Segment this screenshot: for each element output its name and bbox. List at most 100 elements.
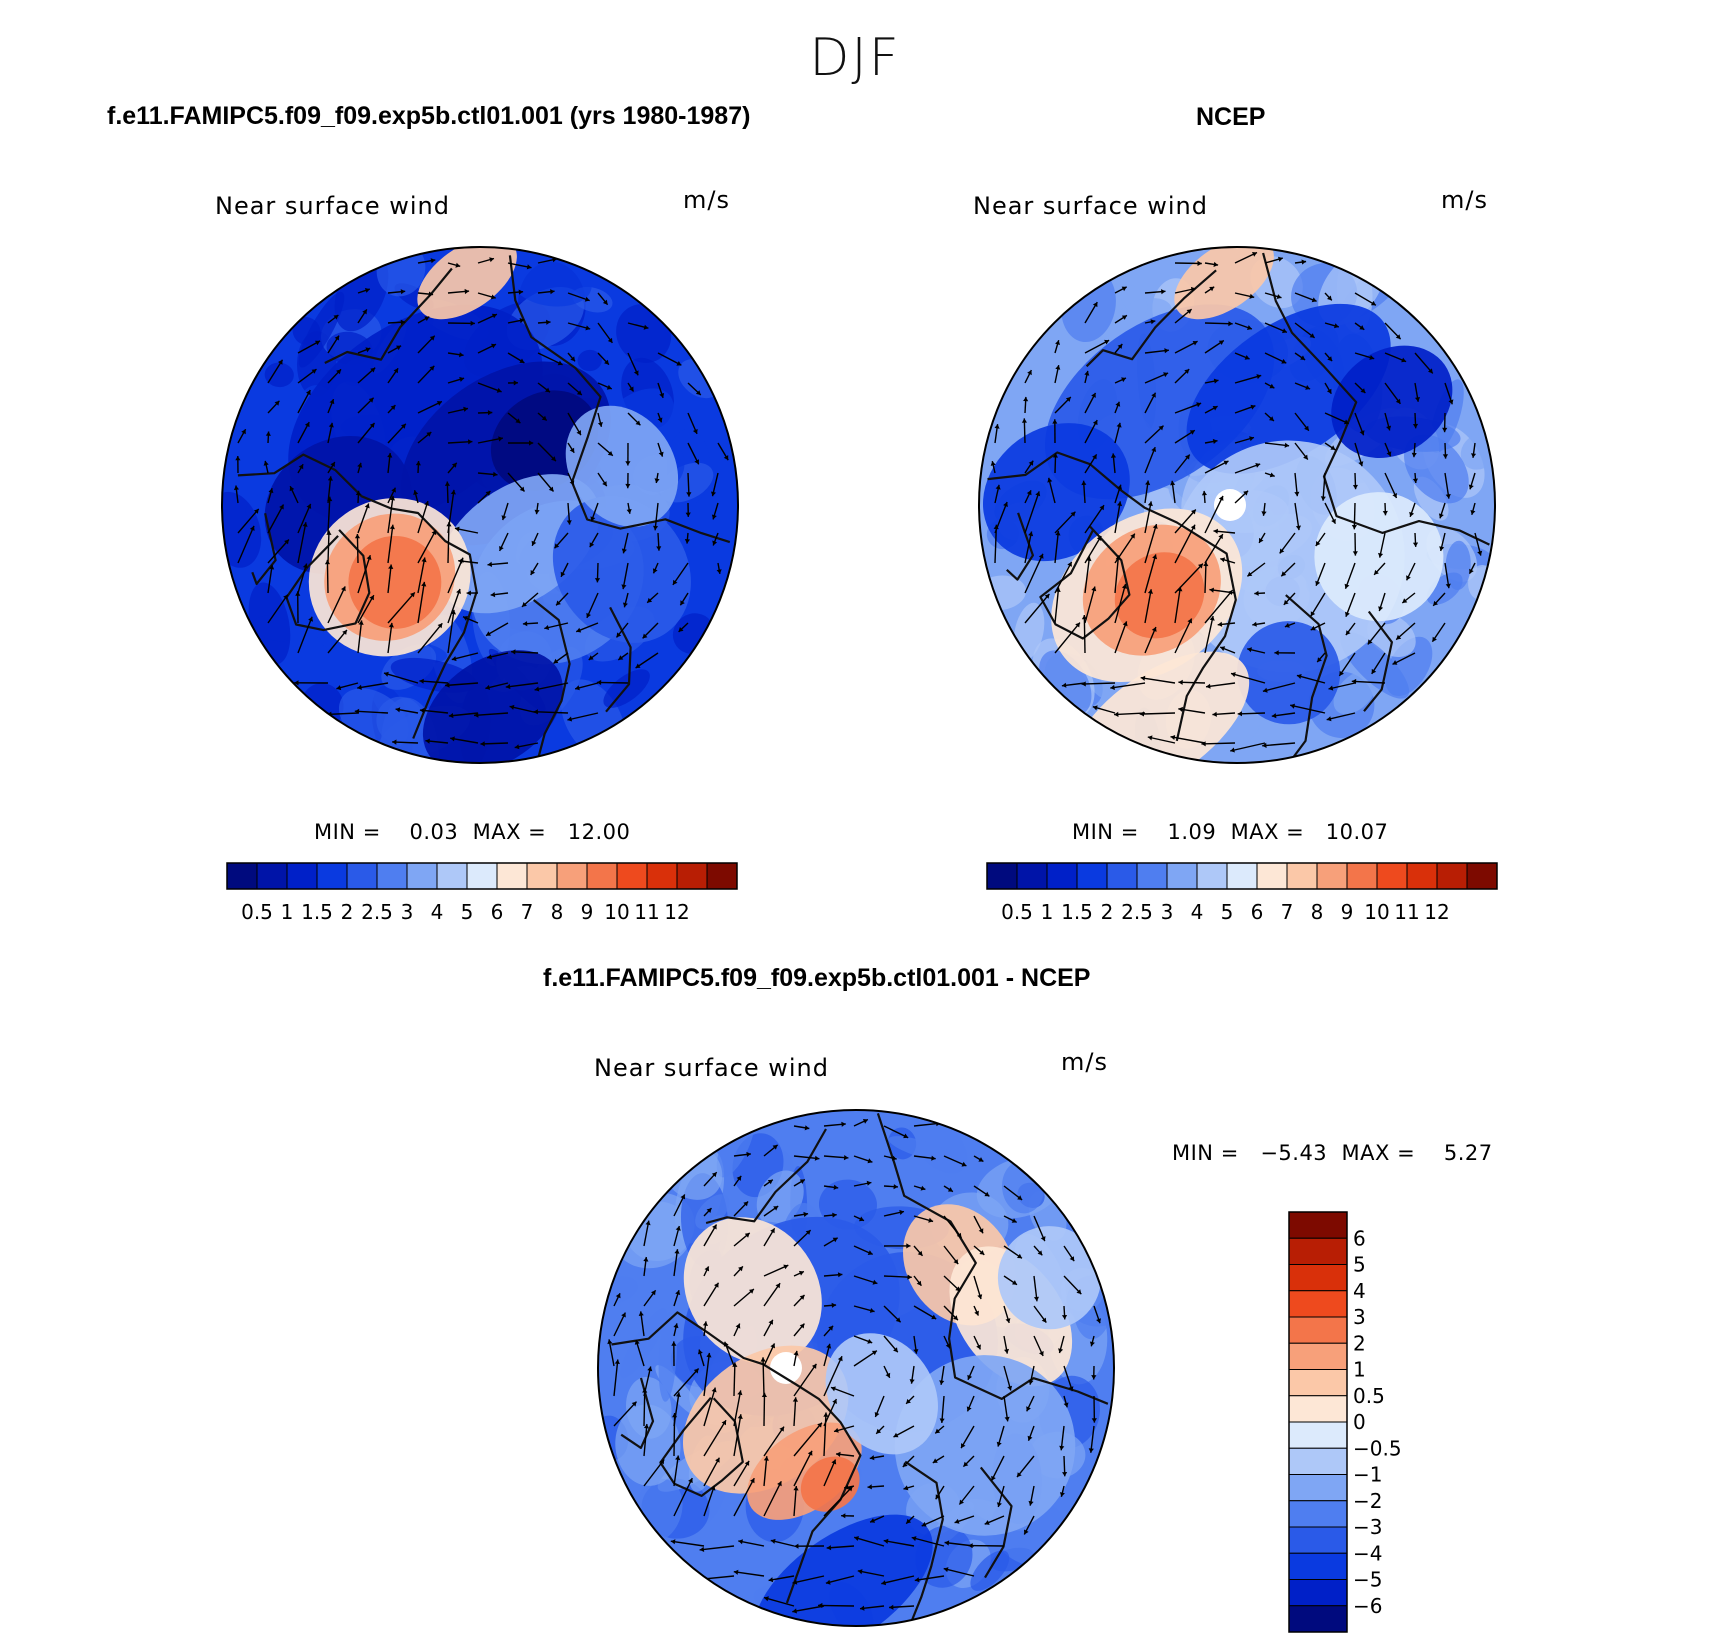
colorbar-tick: 12 — [664, 900, 689, 924]
map-border-obs — [978, 246, 1496, 764]
colorbar-swatch — [1288, 1579, 1348, 1607]
colorbar-tick: 6 — [491, 900, 504, 924]
units-obs: m/s — [1441, 186, 1488, 214]
colorbar-swatch — [1288, 1526, 1348, 1554]
colorbar-swatch — [1466, 862, 1498, 890]
colorbar-swatch — [1046, 862, 1078, 890]
colorbar-swatch — [1016, 862, 1048, 890]
colorbar-tick: 4 — [1191, 900, 1204, 924]
colorbar-tick: 1.5 — [301, 900, 333, 924]
stats-obs: MIN = 1.09 MAX = 10.07 — [1072, 820, 1389, 844]
colorbar-tick: −0.5 — [1353, 1436, 1402, 1460]
colorbar-tick: 6 — [1353, 1226, 1366, 1250]
colorbar-tick: 2 — [1101, 900, 1114, 924]
stats-model: MIN = 0.03 MAX = 12.00 — [314, 820, 631, 844]
colorbar-tick: 5 — [461, 900, 474, 924]
colorbar-swatch — [346, 862, 378, 890]
colorbar-tick: −6 — [1353, 1594, 1382, 1618]
colorbar-tick: 10 — [604, 900, 629, 924]
colorbar-swatch — [436, 862, 468, 890]
colorbar-swatch — [256, 862, 288, 890]
units-model: m/s — [683, 186, 730, 214]
colorbar-tick: −5 — [1353, 1568, 1382, 1592]
map-border-diff — [597, 1109, 1115, 1627]
colorbar-tick: −2 — [1353, 1489, 1382, 1513]
panel-title-model: f.e11.FAMIPC5.f09_f09.exp5b.ctl01.001 (y… — [107, 102, 751, 130]
colorbar-swatch — [1288, 1237, 1348, 1265]
colorbar-tick: 1 — [1353, 1358, 1366, 1382]
colorbar-tick: 0.5 — [241, 900, 273, 924]
colorbar-swatch — [1346, 862, 1378, 890]
colorbar-swatch — [1288, 1316, 1348, 1344]
colorbar-swatch — [676, 862, 708, 890]
colorbar-tick: 2.5 — [361, 900, 393, 924]
colorbar-model: 0.5 1 1.5 2 2.5 3 4 5 6 7 8 9 10 11 12 — [226, 862, 738, 924]
colorbar-swatch — [226, 862, 258, 890]
colorbar-tick: 6 — [1251, 900, 1264, 924]
colorbar-swatch — [646, 862, 678, 890]
colorbar-tick: −3 — [1353, 1515, 1382, 1539]
colorbar-tick: 11 — [634, 900, 659, 924]
colorbar-swatch — [286, 862, 318, 890]
colorbar-swatch — [1288, 1395, 1348, 1423]
colorbar-tick: 5 — [1353, 1253, 1366, 1277]
colorbar-swatch — [1226, 862, 1258, 890]
colorbar-tick: 3 — [401, 900, 414, 924]
colorbar-tick: 2.5 — [1121, 900, 1153, 924]
colorbar-tick: 2 — [341, 900, 354, 924]
panel-title-obs: NCEP — [1196, 103, 1266, 131]
colorbar-tick: 3 — [1161, 900, 1174, 924]
colorbar-tick: 0.5 — [1001, 900, 1033, 924]
colorbar-swatch — [406, 862, 438, 890]
colorbar-tick: −1 — [1353, 1463, 1382, 1487]
colorbar-swatch — [1106, 862, 1138, 890]
map-border-model — [221, 246, 739, 764]
colorbar-swatch — [1288, 1552, 1348, 1580]
colorbar-swatch — [1288, 1264, 1348, 1292]
colorbar-tick: 0.5 — [1353, 1384, 1385, 1408]
map-diff — [598, 1110, 1114, 1626]
colorbar-tick: 1 — [1041, 900, 1054, 924]
colorbar-tick: 10 — [1364, 900, 1389, 924]
colorbar-swatch — [616, 862, 648, 890]
colorbar-tick: 4 — [1353, 1279, 1366, 1303]
subtitle-obs: Near surface wind — [973, 192, 1208, 220]
colorbar-swatch — [1288, 1342, 1348, 1370]
colorbar-swatch — [986, 862, 1018, 890]
colorbar-tick: 2 — [1353, 1331, 1366, 1355]
colorbar-tick: 4 — [431, 900, 444, 924]
subtitle-model: Near surface wind — [215, 192, 450, 220]
subtitle-diff: Near surface wind — [594, 1054, 829, 1082]
colorbar-swatch — [1256, 862, 1288, 890]
colorbar-tick: 3 — [1353, 1305, 1366, 1329]
colorbar-swatch — [1286, 862, 1318, 890]
colorbar-tick: 12 — [1424, 900, 1449, 924]
colorbar-swatch — [1288, 1447, 1348, 1475]
figure-title: DJF — [809, 28, 901, 88]
colorbar-swatch — [706, 862, 738, 890]
map-obs — [979, 247, 1495, 763]
colorbar-swatch — [316, 862, 348, 890]
colorbar-swatch — [466, 862, 498, 890]
colorbar-tick: 8 — [1311, 900, 1324, 924]
colorbar-tick: 1.5 — [1061, 900, 1093, 924]
wind-vectors-obs — [990, 251, 1483, 753]
colorbar-swatch — [376, 862, 408, 890]
colorbar-swatch — [1288, 1211, 1348, 1239]
colorbar-tick: 8 — [551, 900, 564, 924]
colorbar-swatch — [1288, 1290, 1348, 1318]
units-diff: m/s — [1061, 1048, 1108, 1076]
wind-vectors-diff — [607, 1118, 1101, 1614]
colorbar-tick: 7 — [521, 900, 534, 924]
colorbar-swatch — [1288, 1421, 1348, 1449]
colorbar-tick: 5 — [1221, 900, 1234, 924]
colorbar-swatch — [526, 862, 558, 890]
colorbar-swatch — [556, 862, 588, 890]
colorbar-obs: 0.5 1 1.5 2 2.5 3 4 5 6 7 8 9 10 11 12 — [986, 862, 1498, 924]
colorbar-swatch — [1196, 862, 1228, 890]
colorbar-tick: −4 — [1353, 1541, 1382, 1565]
panel-title-diff: f.e11.FAMIPC5.f09_f09.exp5b.ctl01.001 - … — [543, 964, 1091, 992]
colorbar-swatch — [1288, 1605, 1348, 1633]
